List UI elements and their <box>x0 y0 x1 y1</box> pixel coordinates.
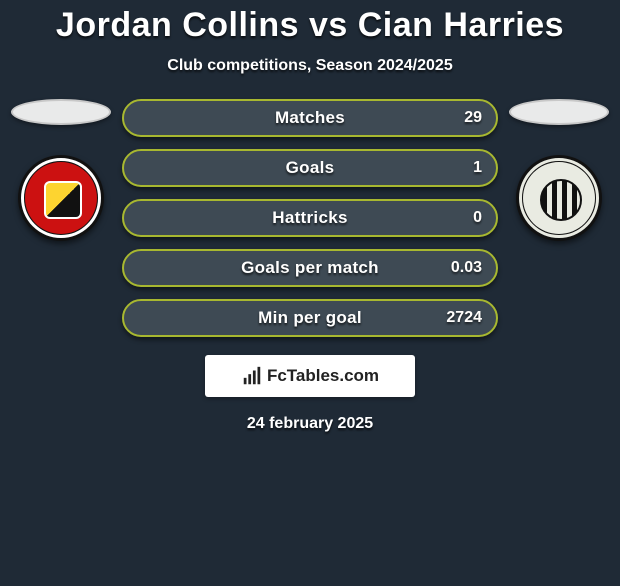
brand-text: FcTables.com <box>267 366 379 386</box>
comparison-layout: Matches 29 Goals 1 Hattricks 0 Goals per… <box>0 99 620 433</box>
stat-label: Hattricks <box>124 201 496 235</box>
stat-row-goals: Goals 1 <box>122 149 498 187</box>
stat-value: 0 <box>473 201 482 235</box>
right-shadow-ellipse <box>509 99 609 125</box>
stat-row-matches: Matches 29 <box>122 99 498 137</box>
club-crest-forest-green <box>516 155 602 241</box>
stat-label: Min per goal <box>124 301 496 335</box>
left-shadow-ellipse <box>11 99 111 125</box>
stat-value: 2724 <box>446 301 482 335</box>
stat-label: Matches <box>124 101 496 135</box>
stat-value: 29 <box>464 101 482 135</box>
club-crest-ebbsfleet <box>18 155 104 241</box>
left-side <box>6 99 116 241</box>
snapshot-date: 24 february 2025 <box>122 415 498 433</box>
stats-column: Matches 29 Goals 1 Hattricks 0 Goals per… <box>116 99 504 433</box>
bar-chart-icon <box>241 365 263 387</box>
right-side <box>504 99 614 241</box>
stat-value: 1 <box>473 151 482 185</box>
page-title: Jordan Collins vs Cian Harries <box>0 6 620 45</box>
stat-label: Goals per match <box>124 251 496 285</box>
crest-stripes <box>540 179 582 221</box>
stat-label: Goals <box>124 151 496 185</box>
stat-row-min-per-goal: Min per goal 2724 <box>122 299 498 337</box>
stat-row-hattricks: Hattricks 0 <box>122 199 498 237</box>
page-subtitle: Club competitions, Season 2024/2025 <box>0 57 620 75</box>
crest-ring <box>21 158 101 238</box>
stat-row-goals-per-match: Goals per match 0.03 <box>122 249 498 287</box>
brand-badge: FcTables.com <box>205 355 415 397</box>
stat-value: 0.03 <box>451 251 482 285</box>
